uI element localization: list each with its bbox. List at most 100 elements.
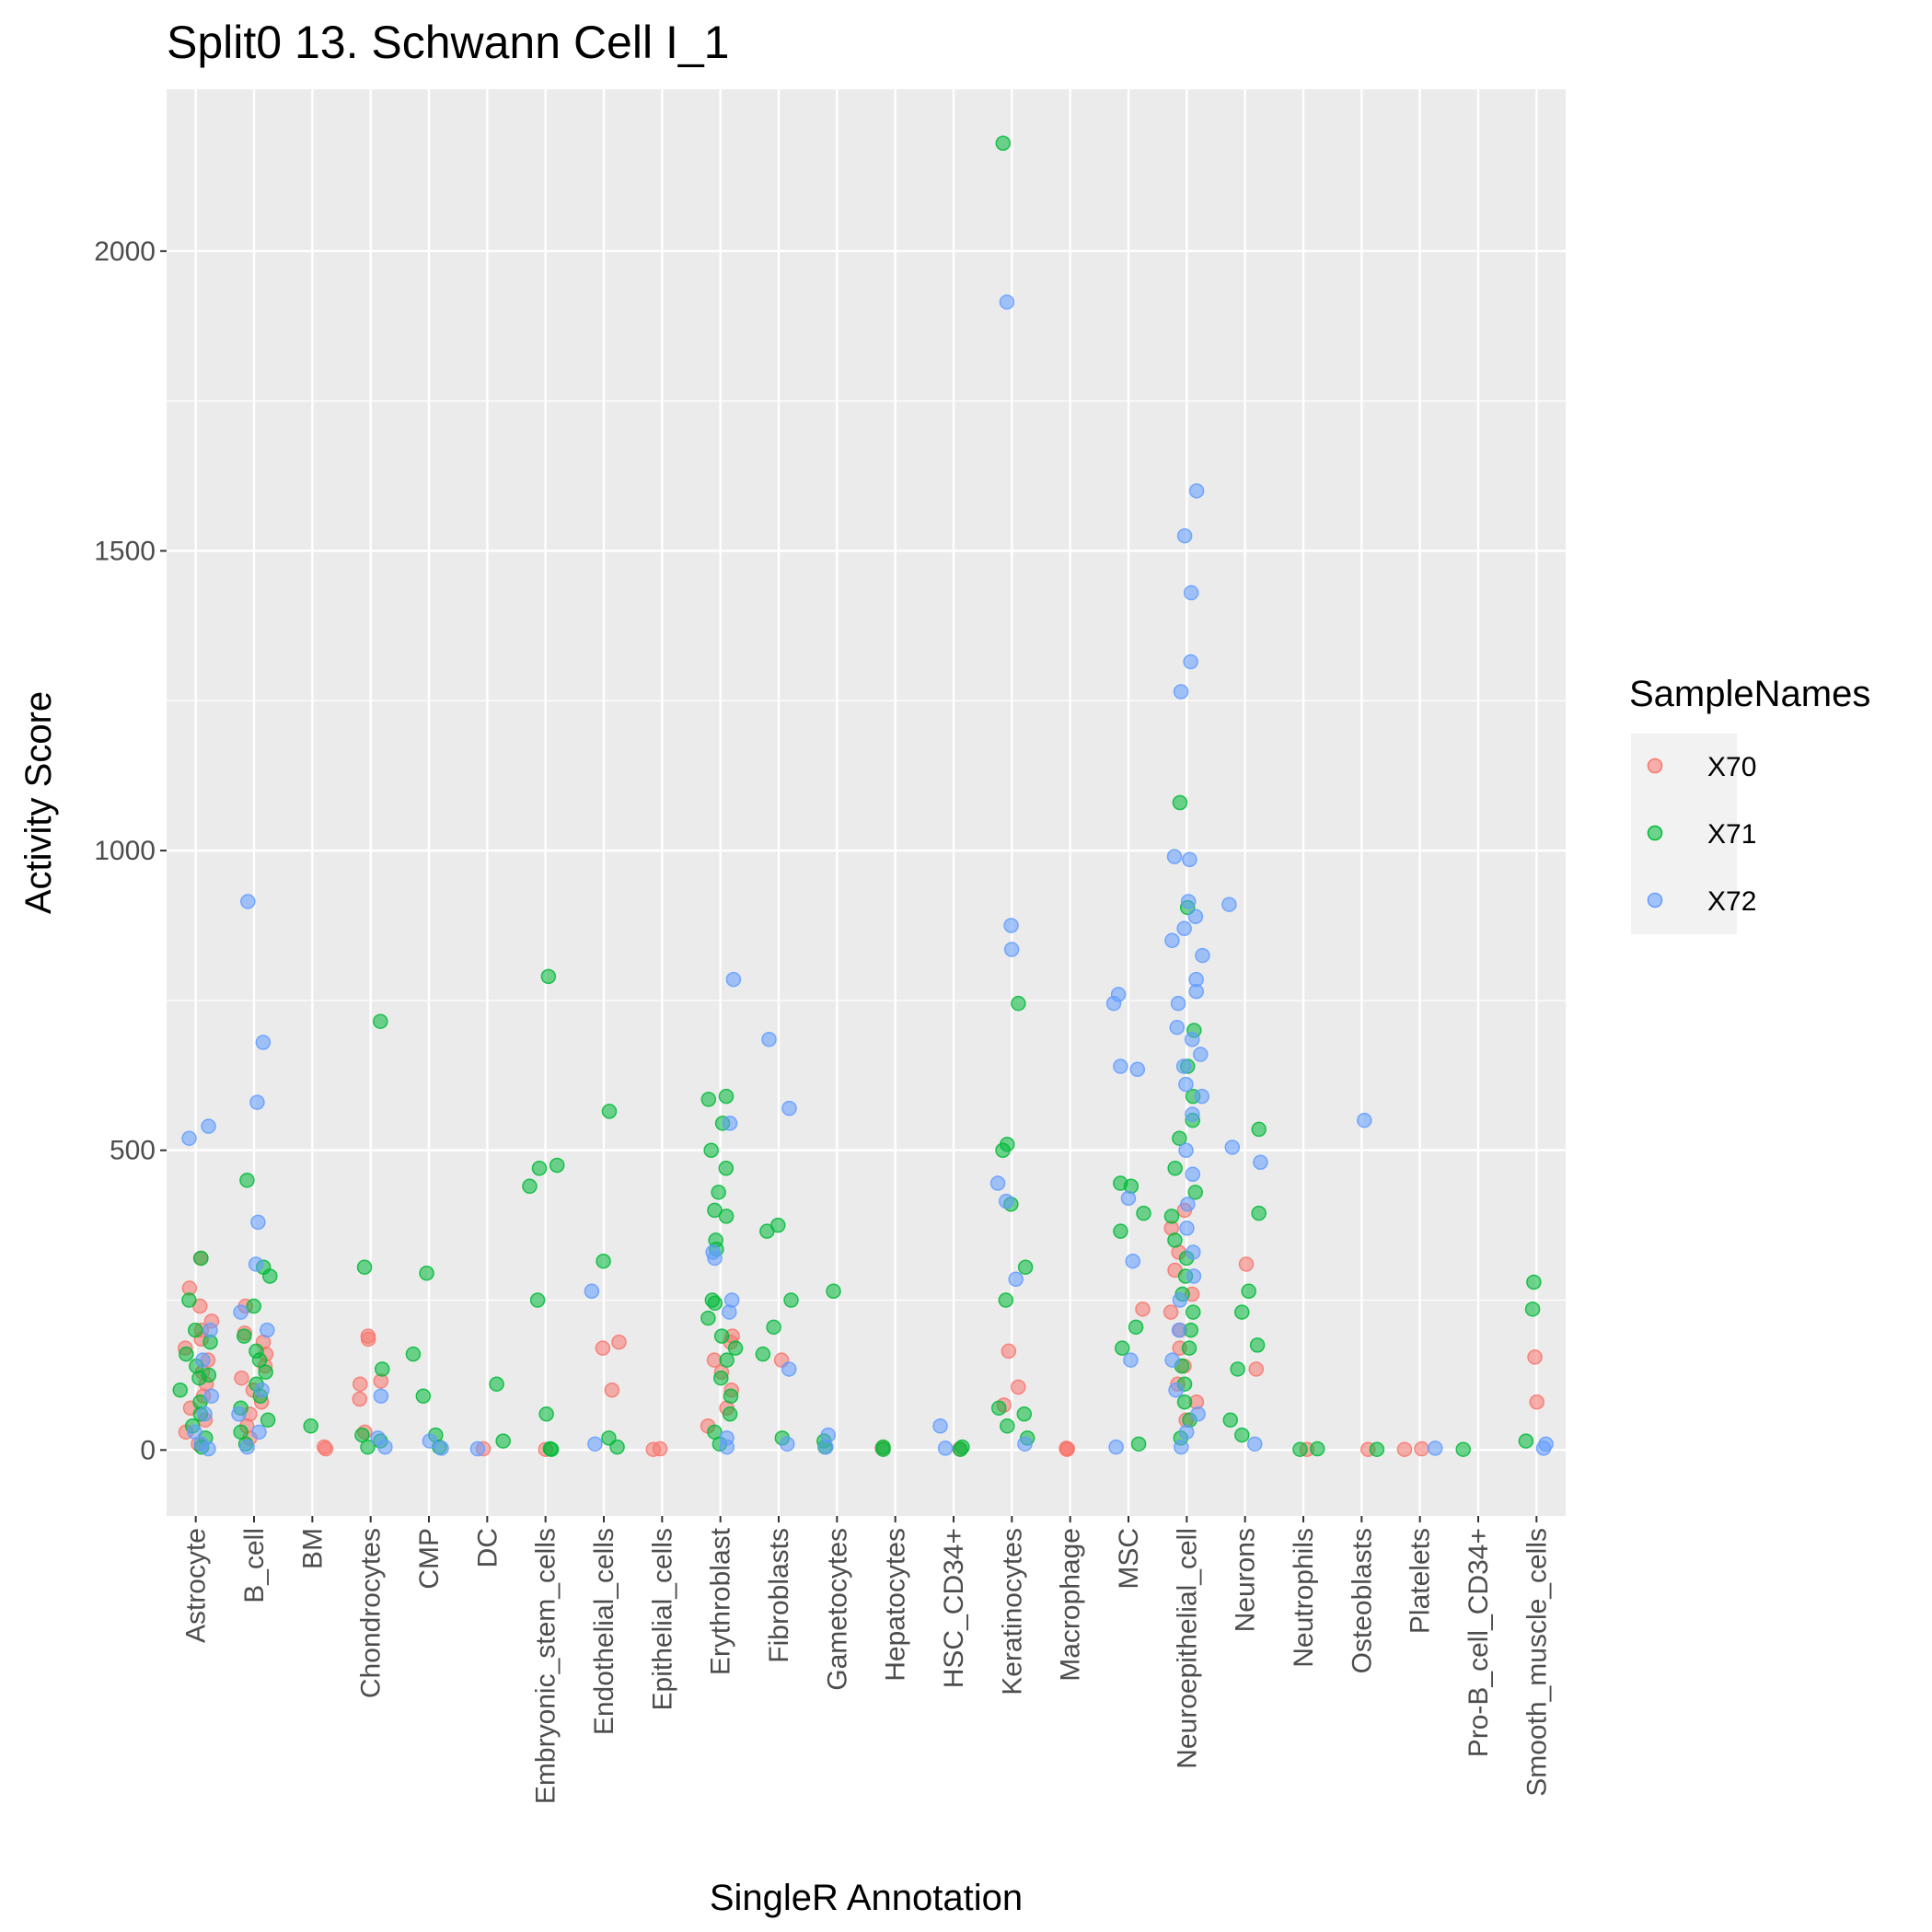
data-point — [1222, 1412, 1238, 1429]
data-point — [722, 1304, 737, 1320]
data-point — [1136, 1205, 1151, 1221]
x-tick-label: Macrophage — [1056, 1528, 1086, 1682]
data-point — [239, 1173, 255, 1188]
data-point — [998, 1292, 1014, 1308]
data-point — [587, 1436, 603, 1452]
data-point — [1059, 1440, 1076, 1457]
data-point — [1185, 1166, 1201, 1183]
data-point — [233, 1304, 249, 1320]
legend-label: X70 — [1707, 752, 1756, 782]
data-point — [999, 1193, 1014, 1209]
data-point — [234, 1370, 249, 1386]
data-point — [781, 1361, 797, 1377]
data-point — [251, 1352, 268, 1368]
data-point — [255, 1035, 272, 1050]
data-point — [596, 1253, 611, 1269]
data-point — [1253, 1154, 1268, 1171]
data-point — [999, 294, 1015, 310]
data-point — [1000, 1418, 1015, 1434]
x-tick-label: MSC — [1114, 1528, 1144, 1590]
data-point — [540, 968, 557, 985]
x-axis-ticks: Astrocyte B_cell BM Chondrocytes CMP DC Embryo… — [181, 1516, 1552, 1804]
x-tick-label: Chondrocytes — [356, 1528, 387, 1698]
data-point — [1017, 1259, 1034, 1275]
data-point — [1246, 1436, 1263, 1452]
data-point — [1163, 1304, 1179, 1320]
data-point — [248, 1256, 264, 1272]
data-point — [700, 1310, 716, 1326]
data-point — [249, 1094, 265, 1110]
data-point — [181, 1292, 197, 1308]
data-point — [779, 1436, 795, 1452]
data-point — [1183, 584, 1199, 601]
data-point — [231, 1406, 247, 1422]
data-point — [172, 1382, 188, 1398]
data-point — [1248, 1361, 1265, 1377]
data-point — [1292, 1441, 1308, 1457]
data-point — [1164, 932, 1180, 949]
data-point — [1113, 1059, 1128, 1074]
data-point — [434, 1440, 449, 1456]
data-point — [1369, 1441, 1385, 1457]
data-point — [1125, 1253, 1141, 1269]
x-tick-label: Neuroepithelial_cell — [1172, 1528, 1202, 1769]
data-point — [755, 1346, 771, 1362]
x-tick-label: HSC_CD34+ — [939, 1528, 969, 1688]
data-point — [373, 1013, 388, 1029]
data-point — [1168, 1382, 1184, 1398]
data-point — [1187, 1185, 1203, 1200]
data-point — [1187, 908, 1204, 924]
data-point — [1163, 1209, 1180, 1224]
data-point — [1251, 1121, 1267, 1138]
legend-key — [1647, 758, 1663, 774]
data-point — [1188, 483, 1205, 499]
data-point — [1535, 1440, 1552, 1456]
data-point — [1003, 942, 1020, 957]
data-point — [1003, 918, 1019, 933]
y-axis-ticks: 0 500 1000 1500 2000 — [94, 237, 167, 1465]
legend-key — [1647, 892, 1663, 908]
data-point — [203, 1388, 220, 1404]
x-tick-label: Epithelial_cells — [647, 1528, 677, 1710]
x-tick-label: Platelets — [1406, 1528, 1436, 1634]
data-point — [723, 1388, 739, 1404]
data-point — [1173, 684, 1189, 700]
x-tick-label: Hepatocytes — [881, 1528, 911, 1682]
data-point — [761, 1031, 777, 1047]
x-tick-label: Fibroblasts — [764, 1528, 794, 1663]
data-point — [718, 1161, 735, 1176]
data-point — [469, 1440, 486, 1457]
x-tick-label: Astrocyte — [181, 1528, 212, 1643]
x-tick-label: CMP — [414, 1528, 445, 1590]
data-point — [1123, 1352, 1139, 1368]
x-tick-label: Pro-B_cell_CD34+ — [1463, 1528, 1494, 1757]
x-tick-label: Embryonic_stem_cells — [531, 1528, 561, 1804]
data-point — [1518, 1433, 1534, 1449]
data-point — [1180, 894, 1197, 909]
data-point — [1249, 1337, 1266, 1353]
data-point — [989, 1175, 1006, 1191]
data-point — [722, 1116, 738, 1131]
data-point — [529, 1292, 546, 1308]
data-point — [781, 1100, 797, 1116]
data-point — [1185, 1304, 1201, 1320]
data-point — [611, 1334, 627, 1350]
y-tick-label: 1000 — [94, 836, 156, 866]
x-tick-label: B_cell — [239, 1528, 270, 1603]
data-point — [1529, 1394, 1544, 1410]
data-point — [718, 1209, 735, 1224]
x-tick-label: Erythroblast — [706, 1527, 736, 1675]
data-point — [360, 1439, 376, 1455]
data-point — [719, 1439, 735, 1455]
x-tick-label: Osteoblasts — [1347, 1528, 1377, 1673]
data-point — [1186, 1268, 1202, 1284]
y-axis-title: Activity Score — [18, 691, 59, 914]
data-point — [1455, 1441, 1471, 1457]
data-point — [1181, 1340, 1197, 1356]
data-point — [1016, 1406, 1033, 1422]
data-point — [405, 1346, 422, 1362]
data-point — [374, 1361, 390, 1377]
data-point — [191, 1370, 207, 1386]
data-point — [937, 1440, 954, 1456]
legend-label: X71 — [1707, 819, 1756, 850]
